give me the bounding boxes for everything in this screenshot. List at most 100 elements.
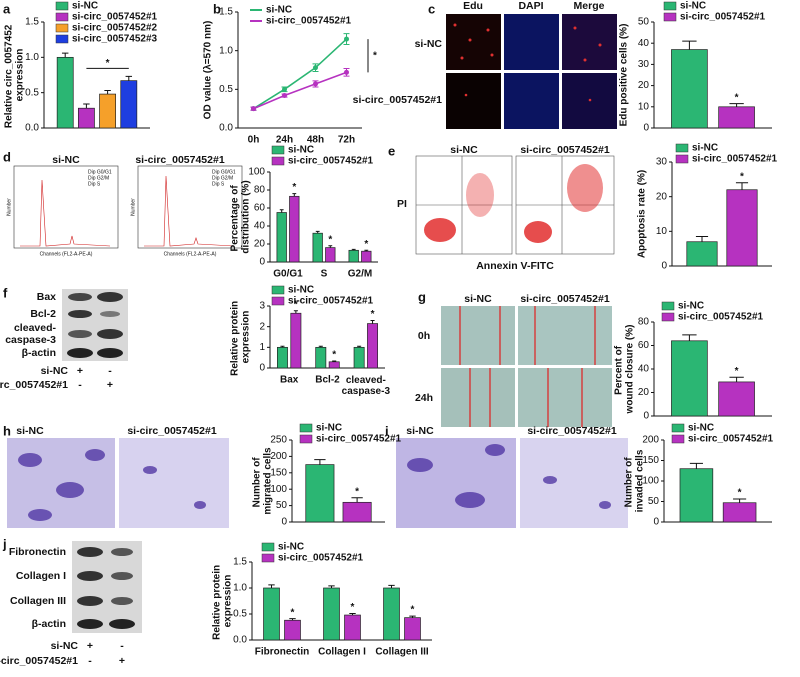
- point: [313, 65, 318, 71]
- histogram-x-label: Channels (FL2-A-PE-A): [40, 251, 93, 257]
- y-tick-label: 100: [248, 167, 265, 178]
- error-bar: [349, 612, 356, 616]
- row-label: si-NC: [415, 38, 443, 50]
- y-tick-label: 150: [642, 455, 659, 466]
- y-tick-label: 80: [638, 317, 650, 328]
- flow-x-label: Annexin V-FITC: [476, 260, 554, 272]
- x-tick-label: Collagen I: [318, 647, 366, 658]
- legend-swatch: [661, 301, 675, 311]
- error-bar: [733, 498, 747, 503]
- y-tick-label: 0.0: [233, 635, 247, 646]
- condition-sign: -: [88, 655, 92, 667]
- y-tick-label: 10: [638, 101, 650, 112]
- y-tick-label: 0.0: [25, 123, 39, 134]
- error-bar: [104, 90, 111, 95]
- error-bar: [314, 459, 326, 465]
- panel-letter: j: [2, 536, 7, 551]
- condition-sign: +: [119, 655, 125, 667]
- legend-label: si-NC: [72, 1, 98, 12]
- y-tick-label: 0: [643, 411, 649, 422]
- condition-sign: +: [77, 365, 83, 377]
- x-tick-label: Bax: [280, 375, 299, 386]
- row-label: 0h: [418, 330, 430, 342]
- transwell-images: [7, 438, 628, 528]
- column-label: si-circ_0057452#1: [520, 293, 609, 305]
- error-bar: [280, 345, 285, 348]
- legend-swatch: [55, 1, 69, 11]
- histograms-d: [13, 165, 243, 249]
- legend-label: si-circ_0057452#3: [72, 34, 158, 45]
- legend-swatch: [271, 156, 285, 166]
- y-axis-label: Relative protein expression: [211, 562, 233, 640]
- y-tick-label: 10: [656, 226, 668, 237]
- x-tick-label: 72h: [338, 135, 355, 146]
- bar: [348, 249, 359, 263]
- bar: [718, 381, 755, 417]
- bar: [671, 49, 708, 129]
- error-bar: [370, 319, 375, 324]
- y-tick-label: 0: [653, 517, 659, 528]
- blot-row-label: Bcl-2: [30, 308, 56, 320]
- significance-star: *: [355, 486, 359, 497]
- significance-star: *: [411, 605, 415, 616]
- condition-label: si-NC: [51, 640, 79, 652]
- legend-label: si-circ_0057452#2: [72, 23, 158, 34]
- error-bar: [328, 585, 335, 588]
- error-bar: [279, 209, 284, 213]
- point: [282, 93, 287, 99]
- y-tick-label: 20: [656, 191, 668, 202]
- significance-star: *: [364, 239, 368, 250]
- blot-row-label: cleaved-caspase-3: [5, 322, 56, 346]
- legend-swatch: [661, 312, 675, 322]
- legend-label: si-NC: [688, 423, 714, 434]
- panel-letter: c: [428, 1, 435, 16]
- bar: [328, 361, 340, 369]
- bar: [323, 587, 340, 641]
- legend-swatch: [675, 154, 689, 164]
- point: [344, 36, 349, 42]
- bar: [361, 250, 372, 263]
- significance-star: *: [292, 182, 296, 193]
- significance-star: *: [328, 234, 332, 245]
- y-tick-label: 1.0: [25, 52, 39, 63]
- panel-letter: i: [385, 423, 389, 438]
- y-tick-label: 0: [281, 517, 287, 528]
- bar: [305, 464, 335, 523]
- bar: [277, 346, 288, 369]
- panel-letter: g: [418, 289, 426, 304]
- error-bar: [357, 345, 362, 348]
- legend-swatch: [299, 434, 313, 444]
- condition-sign: +: [87, 640, 93, 652]
- column-label: DAPI: [518, 0, 543, 12]
- bar: [315, 346, 327, 369]
- bar: [289, 195, 300, 263]
- error-bar: [292, 193, 297, 197]
- error-bar: [682, 334, 697, 341]
- error-bar: [332, 360, 337, 362]
- legend-label: si-circ_0057452#1: [678, 312, 764, 323]
- histogram-legend: Dip G2/M: [88, 175, 109, 181]
- y-tick-label: 80: [254, 185, 266, 196]
- histogram-x-label: Channels (FL2-A-PE-A): [164, 251, 217, 257]
- legend-swatch: [271, 285, 285, 295]
- legend-swatch: [55, 12, 69, 22]
- legend-label: si-circ_0057452#1: [316, 434, 402, 445]
- legend-label: si-NC: [266, 5, 292, 16]
- x-tick-label: G0/G1: [273, 269, 303, 280]
- significance-star: *: [735, 92, 739, 103]
- legend-swatch: [675, 143, 689, 153]
- y-axis-label: Percentage of distribution (%): [229, 180, 251, 253]
- bar: [99, 93, 117, 129]
- y-tick-label: 200: [270, 451, 287, 462]
- bar: [367, 323, 378, 369]
- legend-label: si-circ_0057452#1: [680, 12, 766, 23]
- column-label: Merge: [574, 0, 605, 12]
- image-title: si-circ_0057452#1: [527, 425, 616, 437]
- histogram-legend: Dip S: [212, 181, 225, 187]
- image-title: si-NC: [16, 425, 44, 437]
- x-tick-label: Collagen III: [375, 647, 429, 658]
- legend-swatch: [55, 23, 69, 33]
- y-tick-label: 2: [259, 321, 265, 332]
- legend-label: si-circ_0057452#1: [688, 434, 774, 445]
- error-bar: [315, 230, 320, 234]
